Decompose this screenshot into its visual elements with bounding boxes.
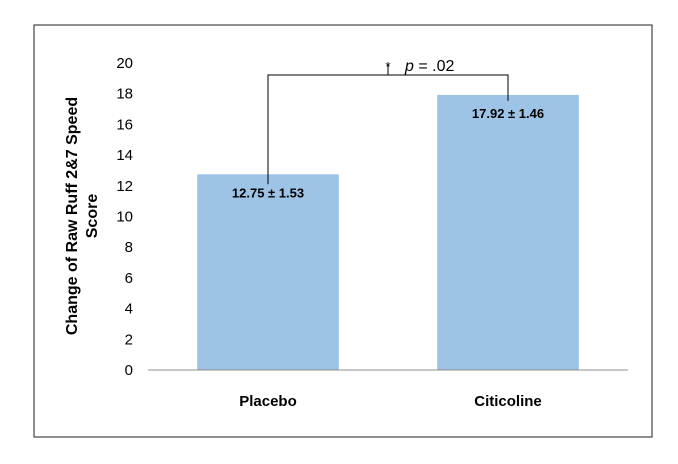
y-tick-label: 12 — [116, 178, 133, 195]
y-tick-label: 14 — [116, 147, 133, 164]
y-axis-title: Change of Raw Ruff 2&7 Speed Score — [64, 97, 101, 335]
p-value-rest: = .02 — [414, 58, 455, 75]
bars — [197, 94, 579, 370]
p-value-italic-p: p — [404, 58, 414, 75]
y-axis-title-line-2: Score — [84, 194, 101, 239]
y-tick-label: 2 — [125, 331, 133, 348]
y-tick-label: 8 — [125, 239, 133, 256]
y-tick-label: 16 — [116, 116, 133, 133]
significance-star: * — [385, 59, 390, 74]
p-value-annotation: p = .02 — [404, 58, 454, 75]
data-label-citicoline: 17.92 ± 1.46 — [472, 106, 544, 121]
y-tick-label: 6 — [125, 270, 133, 287]
y-tick-label: 4 — [125, 301, 133, 318]
category-label-citicoline: Citicoline — [474, 393, 542, 410]
bar-placebo — [197, 174, 339, 370]
data-label-placebo: 12.75 ± 1.53 — [232, 185, 304, 200]
y-axis-title-line-1: Change of Raw Ruff 2&7 Speed — [64, 97, 81, 335]
category-label-placebo: Placebo — [239, 393, 297, 410]
bar-citicoline — [437, 94, 579, 370]
category-labels: Placebo Citicoline — [239, 393, 542, 410]
y-axis-ticks: 0 2 4 6 8 10 12 14 16 18 20 — [116, 55, 133, 379]
data-labels: 12.75 ± 1.53 17.92 ± 1.46 — [232, 106, 544, 200]
y-tick-label: 18 — [116, 86, 133, 103]
y-tick-label: 0 — [125, 362, 133, 379]
y-tick-label: 10 — [116, 209, 133, 226]
y-tick-label: 20 — [116, 55, 133, 72]
significance-bracket: * p = .02 — [267, 58, 509, 185]
